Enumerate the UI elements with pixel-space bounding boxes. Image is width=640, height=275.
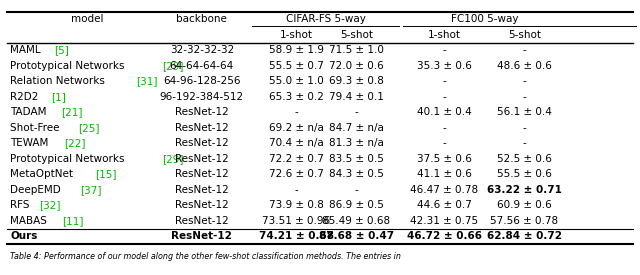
Text: ResNet-12: ResNet-12	[175, 185, 228, 195]
Text: model: model	[70, 14, 103, 24]
Text: 60.9 ± 0.6: 60.9 ± 0.6	[497, 200, 552, 210]
Text: TADAM: TADAM	[10, 108, 50, 117]
Text: ResNet-12: ResNet-12	[175, 216, 228, 226]
Text: 56.1 ± 0.4: 56.1 ± 0.4	[497, 108, 552, 117]
Text: [21]: [21]	[61, 108, 83, 117]
Text: 44.6 ± 0.7: 44.6 ± 0.7	[417, 200, 472, 210]
Text: ResNet-12: ResNet-12	[175, 123, 228, 133]
Text: TEWAM: TEWAM	[10, 138, 52, 148]
Text: 69.2 ± n/a: 69.2 ± n/a	[269, 123, 324, 133]
Text: 63.22 ± 0.71: 63.22 ± 0.71	[487, 185, 562, 195]
Text: Shot-Free: Shot-Free	[10, 123, 63, 133]
Text: 81.3 ± n/a: 81.3 ± n/a	[329, 138, 384, 148]
Text: 5-shot: 5-shot	[340, 30, 373, 40]
Text: 55.5 ± 0.6: 55.5 ± 0.6	[497, 169, 552, 180]
Text: 62.84 ± 0.72: 62.84 ± 0.72	[487, 232, 562, 241]
Text: -: -	[522, 138, 526, 148]
Text: [1]: [1]	[51, 92, 66, 102]
Text: Relation Networks: Relation Networks	[10, 76, 108, 86]
Text: -: -	[443, 123, 447, 133]
Text: 86.9 ± 0.5: 86.9 ± 0.5	[329, 200, 384, 210]
Text: 55.0 ± 1.0: 55.0 ± 1.0	[269, 76, 324, 86]
Text: RFS: RFS	[10, 200, 33, 210]
Text: MAML: MAML	[10, 45, 44, 55]
Text: [25]: [25]	[78, 123, 100, 133]
Text: ResNet-12: ResNet-12	[172, 232, 232, 241]
Text: 87.68 ± 0.47: 87.68 ± 0.47	[319, 232, 394, 241]
Text: 32-32-32-32: 32-32-32-32	[170, 45, 234, 55]
Text: [5]: [5]	[54, 45, 68, 55]
Text: 72.2 ± 0.7: 72.2 ± 0.7	[269, 154, 324, 164]
Text: [31]: [31]	[136, 76, 158, 86]
Text: 42.31 ± 0.75: 42.31 ± 0.75	[410, 216, 479, 226]
Text: Ours: Ours	[10, 232, 38, 241]
Text: 35.3 ± 0.6: 35.3 ± 0.6	[417, 61, 472, 71]
Text: -: -	[355, 185, 358, 195]
Text: MABAS: MABAS	[10, 216, 51, 226]
Text: [32]: [32]	[40, 200, 61, 210]
Text: ResNet-12: ResNet-12	[175, 108, 228, 117]
Text: 48.6 ± 0.6: 48.6 ± 0.6	[497, 61, 552, 71]
Text: -: -	[443, 138, 447, 148]
Text: ResNet-12: ResNet-12	[175, 200, 228, 210]
Text: CIFAR-FS 5-way: CIFAR-FS 5-way	[287, 14, 366, 24]
Text: 83.5 ± 0.5: 83.5 ± 0.5	[329, 154, 384, 164]
Text: ResNet-12: ResNet-12	[175, 138, 228, 148]
Text: 46.72 ± 0.66: 46.72 ± 0.66	[407, 232, 482, 241]
Text: -: -	[443, 92, 447, 102]
Text: [29]: [29]	[162, 154, 184, 164]
Text: 85.49 ± 0.68: 85.49 ± 0.68	[323, 216, 390, 226]
Text: [22]: [22]	[64, 138, 85, 148]
Text: 41.1 ± 0.6: 41.1 ± 0.6	[417, 169, 472, 180]
Text: R2D2: R2D2	[10, 92, 42, 102]
Text: -: -	[522, 45, 526, 55]
Text: 65.3 ± 0.2: 65.3 ± 0.2	[269, 92, 324, 102]
Text: -: -	[522, 123, 526, 133]
Text: DeepEMD: DeepEMD	[10, 185, 64, 195]
Text: 5-shot: 5-shot	[508, 30, 541, 40]
Text: 70.4 ± n/a: 70.4 ± n/a	[269, 138, 324, 148]
Text: 58.9 ± 1.9: 58.9 ± 1.9	[269, 45, 324, 55]
Text: backbone: backbone	[177, 14, 227, 24]
Text: 57.56 ± 0.78: 57.56 ± 0.78	[490, 216, 559, 226]
Text: -: -	[522, 76, 526, 86]
Text: 52.5 ± 0.6: 52.5 ± 0.6	[497, 154, 552, 164]
Text: 37.5 ± 0.6: 37.5 ± 0.6	[417, 154, 472, 164]
Text: 1-shot: 1-shot	[280, 30, 313, 40]
Text: 71.5 ± 1.0: 71.5 ± 1.0	[329, 45, 384, 55]
Text: Prototypical Networks: Prototypical Networks	[10, 61, 128, 71]
Text: 96-192-384-512: 96-192-384-512	[160, 92, 244, 102]
Text: 84.3 ± 0.5: 84.3 ± 0.5	[329, 169, 384, 180]
Text: -: -	[294, 108, 298, 117]
Text: 69.3 ± 0.8: 69.3 ± 0.8	[329, 76, 384, 86]
Text: -: -	[443, 45, 447, 55]
Text: [37]: [37]	[80, 185, 101, 195]
Text: MetaOptNet: MetaOptNet	[10, 169, 77, 180]
Text: 74.21 ± 0.68: 74.21 ± 0.68	[259, 232, 334, 241]
Text: 84.7 ± n/a: 84.7 ± n/a	[329, 123, 384, 133]
Text: [29]: [29]	[162, 61, 184, 71]
Text: 73.51 ± 0.96: 73.51 ± 0.96	[262, 216, 330, 226]
Text: -: -	[294, 185, 298, 195]
Text: 1-shot: 1-shot	[428, 30, 461, 40]
Text: 72.0 ± 0.6: 72.0 ± 0.6	[329, 61, 384, 71]
Text: 46.47 ± 0.78: 46.47 ± 0.78	[410, 185, 479, 195]
Text: 79.4 ± 0.1: 79.4 ± 0.1	[329, 92, 384, 102]
Text: 55.5 ± 0.7: 55.5 ± 0.7	[269, 61, 324, 71]
Text: Table 4: Performance of our model along the other few-shot classification method: Table 4: Performance of our model along …	[10, 252, 401, 262]
Text: ResNet-12: ResNet-12	[175, 154, 228, 164]
Text: 64-96-128-256: 64-96-128-256	[163, 76, 241, 86]
Text: 40.1 ± 0.4: 40.1 ± 0.4	[417, 108, 472, 117]
Text: Prototypical Networks: Prototypical Networks	[10, 154, 128, 164]
Text: -: -	[443, 76, 447, 86]
Text: 64-64-64-64: 64-64-64-64	[170, 61, 234, 71]
Text: ResNet-12: ResNet-12	[175, 169, 228, 180]
Text: 72.6 ± 0.7: 72.6 ± 0.7	[269, 169, 324, 180]
Text: -: -	[522, 92, 526, 102]
Text: 73.9 ± 0.8: 73.9 ± 0.8	[269, 200, 324, 210]
Text: [15]: [15]	[95, 169, 117, 180]
Text: -: -	[355, 108, 358, 117]
Text: [11]: [11]	[62, 216, 83, 226]
Text: FC100 5-way: FC100 5-way	[451, 14, 518, 24]
